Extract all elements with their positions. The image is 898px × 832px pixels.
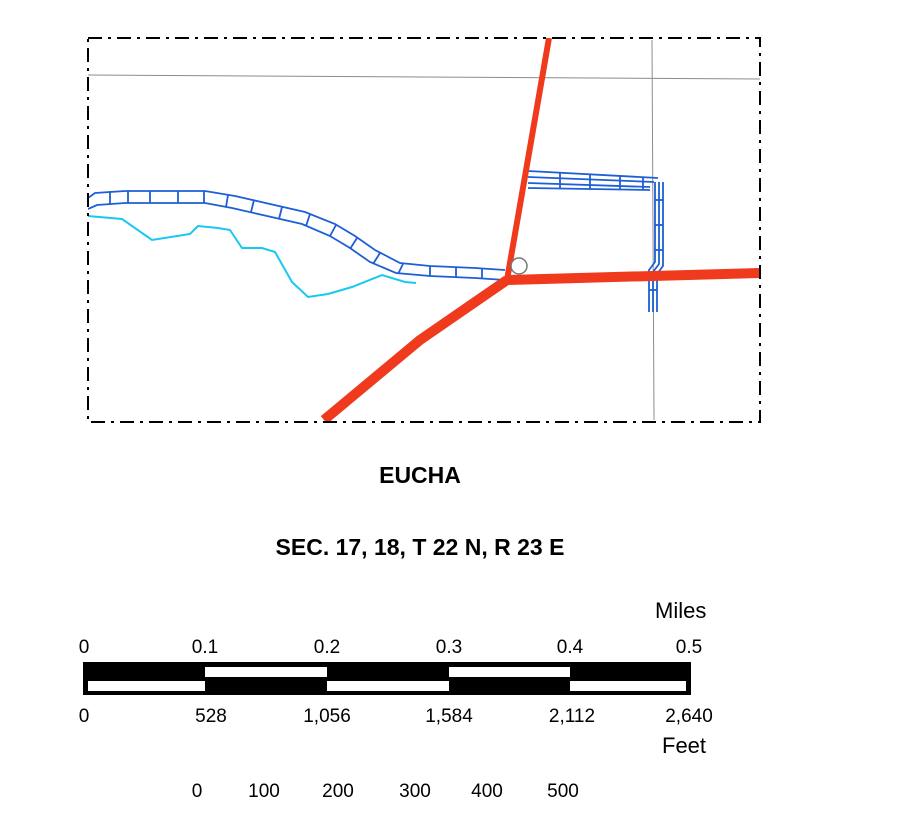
map-title: EUCHA: [379, 462, 461, 488]
road-southwest: [320, 275, 510, 422]
scale-tick-miles: 0.4: [556, 637, 584, 658]
scale-tick-feet: 0: [78, 706, 90, 727]
canal-left-lower: [88, 202, 506, 281]
secondary-scale-tick: 200: [322, 781, 354, 802]
scale-tick-miles: 0.2: [313, 637, 341, 658]
canal-right-hatching: [559, 172, 663, 291]
secondary-scale-tick: 500: [547, 781, 579, 802]
road-north: [504, 38, 552, 281]
secondary-scale-tick: 0: [191, 781, 203, 802]
canal-right: [527, 170, 664, 312]
scale-tick-miles: 0: [78, 637, 90, 658]
canal-left-upper: [88, 190, 506, 271]
scale-tick-feet: 1,584: [425, 706, 473, 727]
secondary-scale-tick: 300: [399, 781, 431, 802]
map-boundary-frame: [87, 37, 761, 423]
secondary-scale-tick: 400: [471, 781, 503, 802]
scale-tick-feet: 2,112: [548, 706, 596, 727]
scale-tick-miles: 0.3: [435, 637, 463, 658]
scale-tick-feet: 2,640: [665, 706, 713, 727]
town-point-marker: [510, 257, 528, 275]
scale-unit-miles: Miles: [655, 598, 707, 623]
section-line-horizontal: [88, 74, 760, 80]
section-line-vertical: [651, 39, 655, 421]
scale-tick-feet: 528: [195, 706, 227, 727]
map-subtitle: SEC. 17, 18, T 22 N, R 23 E: [275, 534, 565, 560]
road-east: [506, 268, 760, 285]
scale-tick-miles: 0.1: [191, 637, 219, 658]
scale-bar: [83, 662, 691, 695]
scale-tick-miles: 0.5: [675, 637, 703, 658]
stream: [88, 215, 417, 299]
scale-unit-feet: Feet: [662, 733, 707, 758]
secondary-scale-tick: 100: [248, 781, 280, 802]
canal-left-hatching: [109, 191, 483, 278]
scale-tick-feet: 1,056: [303, 706, 351, 727]
